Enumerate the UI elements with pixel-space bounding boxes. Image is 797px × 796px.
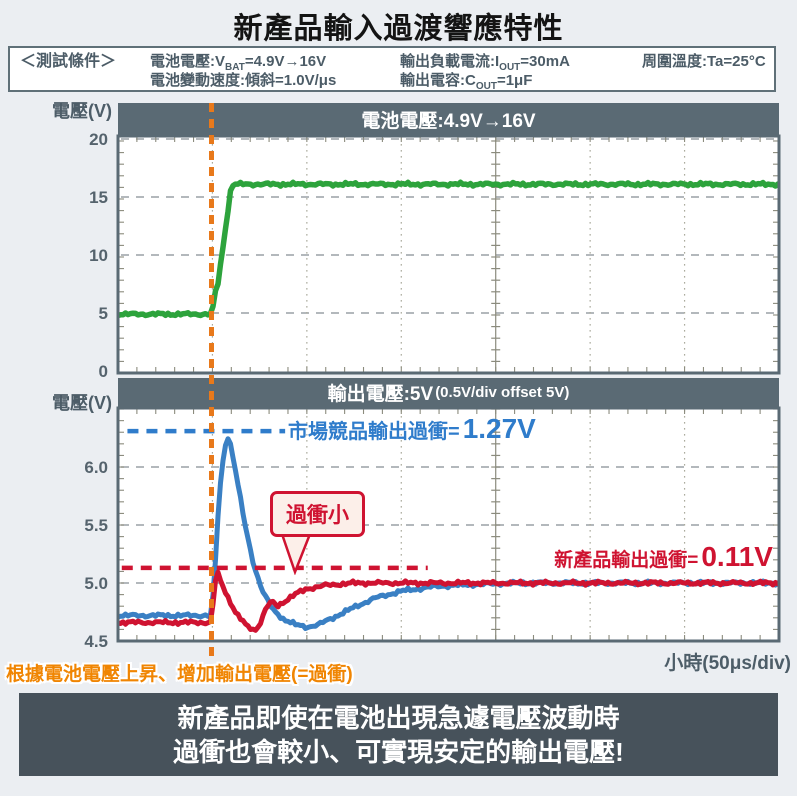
competitor-overshoot-label: 市場競品輸出過衝= bbox=[288, 421, 460, 443]
page-title: 新產品輸入過渡響應特性 bbox=[233, 13, 564, 45]
battery-voltage-plot: 20 15 10 5 0 bbox=[89, 130, 781, 378]
condition-column-1: 電池電壓:VBAT=4.9V→16V 電池變動速度:傾斜=1.0V/μs bbox=[150, 52, 400, 90]
voltage-axis-label-bottom: 電壓(V) bbox=[52, 393, 112, 413]
condition-column-2: 輸出負載電流:IOUT=30mA 輸出電容:COUT=1μF bbox=[400, 52, 642, 92]
condition-output-cap: 輸出電容:COUT=1μF bbox=[400, 72, 533, 92]
svg-text:0: 0 bbox=[99, 362, 108, 378]
condition-column-3: 周圍溫度:Ta=25°C bbox=[642, 52, 766, 71]
svg-text:6.0: 6.0 bbox=[84, 458, 108, 477]
product-overshoot-annotation: 新產品輸出過衝= 0.11V bbox=[554, 541, 773, 573]
footer-note: 根據電池電壓上昇、增加輸出電壓(=過衝) bbox=[6, 664, 353, 685]
svg-text:20: 20 bbox=[89, 130, 108, 149]
test-conditions-box: ＜測試條件＞ 電池電壓:VBAT=4.9V→16V 電池變動速度:傾斜=1.0V… bbox=[8, 46, 776, 92]
voltage-axis-label-top: 電壓(V) bbox=[52, 101, 112, 121]
competitor-overshoot-value: 1.27V bbox=[462, 413, 536, 444]
output-chart-title: 輸出電壓:5V (0.5V/div offset 5V) bbox=[118, 378, 779, 407]
svg-text:5.5: 5.5 bbox=[84, 516, 108, 535]
product-overshoot-label: 新產品輸出過衝= bbox=[554, 550, 699, 571]
battery-chart-title: 電池電壓:4.9V→16V bbox=[118, 103, 779, 135]
condition-slew-rate: 電池變動速度:傾斜=1.0V/μs bbox=[150, 72, 337, 89]
product-overshoot-value: 0.11V bbox=[701, 541, 773, 572]
banner-line-2: 過衝也會較小、可實現安定的輸出電壓! bbox=[173, 736, 624, 767]
condition-load-current: 輸出負載電流:IOUT=30mA bbox=[400, 53, 570, 73]
condition-battery-voltage: 電池電壓:VBAT=4.9V→16V bbox=[150, 53, 327, 73]
svg-text:10: 10 bbox=[89, 246, 108, 265]
overshoot-callout: 過衝小 bbox=[270, 491, 365, 537]
condition-ambient-temp: 周圍溫度:Ta=25°C bbox=[642, 53, 766, 70]
competitor-overshoot-annotation: 市場競品輸出過衝= 1.27V bbox=[288, 413, 536, 445]
banner-line-1: 新產品即使在電池出現急遽電壓波動時 bbox=[177, 702, 620, 733]
svg-text:15: 15 bbox=[89, 188, 108, 207]
test-conditions-label: ＜測試條件＞ bbox=[20, 53, 117, 70]
time-axis-label: 小時(50μs/div) bbox=[664, 653, 791, 674]
callout-tail bbox=[280, 533, 312, 575]
output-voltage-plot: 6.0 5.5 5.0 4.5 bbox=[84, 406, 781, 650]
svg-text:5: 5 bbox=[99, 304, 108, 323]
svg-text:5.0: 5.0 bbox=[84, 574, 108, 593]
event-trigger-line bbox=[209, 103, 214, 659]
svg-text:4.5: 4.5 bbox=[84, 632, 108, 650]
summary-banner: 新產品即使在電池出現急遽電壓波動時 過衝也會較小、可實現安定的輸出電壓! bbox=[19, 693, 778, 776]
